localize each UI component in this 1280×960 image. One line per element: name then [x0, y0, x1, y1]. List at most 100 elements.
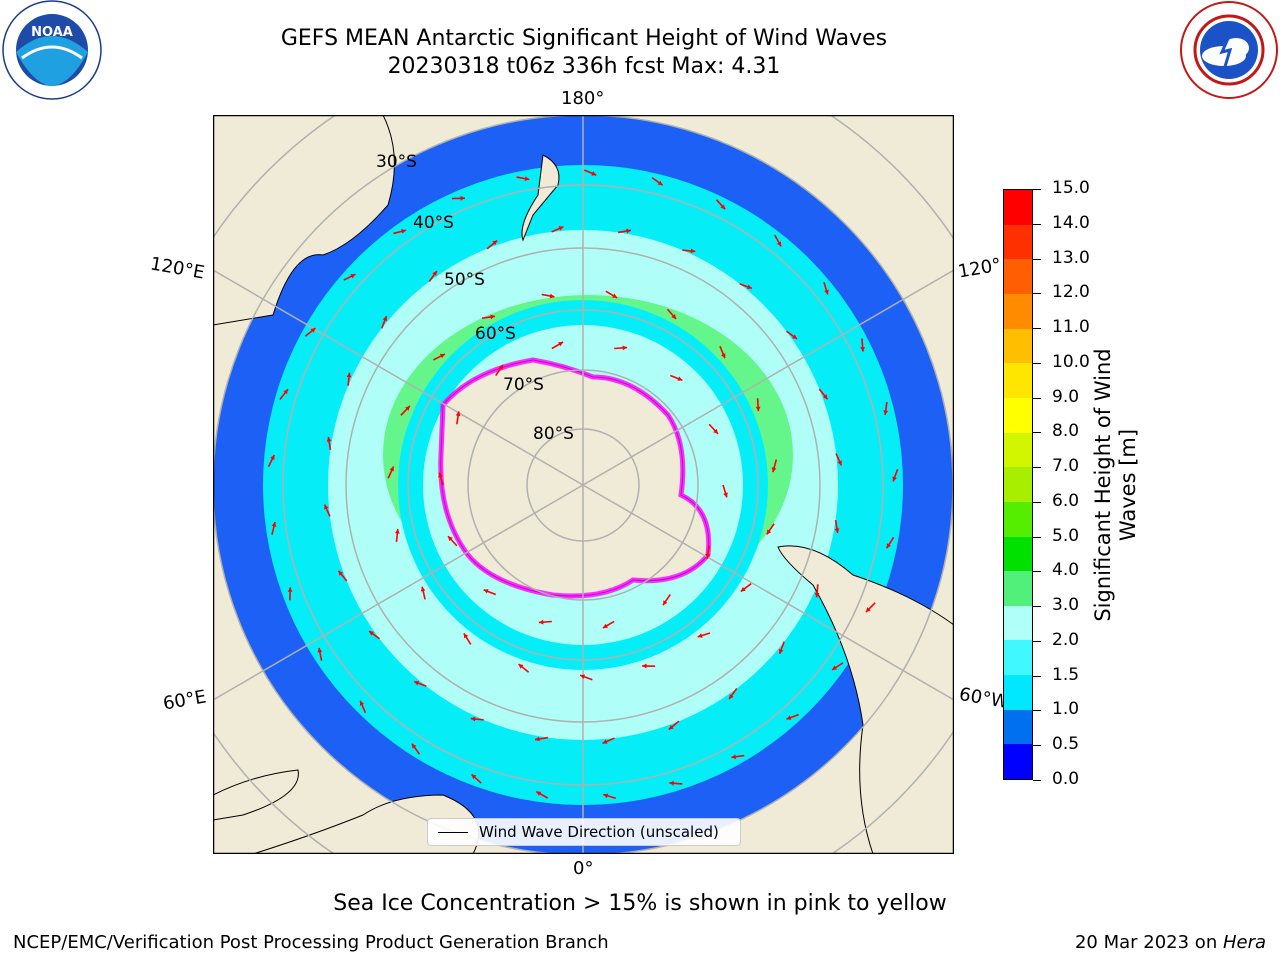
- colorbar-label: Significant Height of Wind Waves [m]: [1091, 348, 1140, 622]
- chart-subtitle: 20230318 t06z 336h fcst Max: 4.31: [387, 54, 781, 79]
- wind-arrow-head: [535, 736, 540, 742]
- colorbar-tick-label: 3.0: [1052, 595, 1080, 616]
- colorbar-segment: [1004, 709, 1032, 745]
- wind-arrow-head: [317, 647, 323, 653]
- wind-arrow-head: [603, 793, 609, 799]
- colorbar-tick-label: 10.0: [1052, 351, 1090, 372]
- wind-arrow-head: [755, 406, 761, 412]
- colorbar-tick-label: 12.0: [1052, 282, 1090, 303]
- wind-arrow-head: [776, 241, 782, 247]
- colorbar-tick-mark: [1033, 780, 1041, 781]
- sea-ice-edge: [438, 357, 712, 599]
- madagascar: [213, 769, 299, 821]
- noaa-logo: NOAA: [2, 0, 102, 100]
- colorbar-tick-mark: [1033, 710, 1041, 712]
- wind-arrow-head: [668, 724, 674, 730]
- wind-arrow-head: [720, 204, 726, 210]
- wind-arrow-head: [713, 428, 718, 434]
- wind-arrow-head: [697, 633, 703, 638]
- wind-arrow-head: [382, 316, 388, 322]
- colorbar-tick-label: 13.0: [1052, 247, 1090, 268]
- footer-credit: NCEP/EMC/Verification Post Processing Pr…: [13, 932, 609, 953]
- colorbar-segment: [1004, 536, 1032, 572]
- wind-arrow-head: [746, 284, 752, 290]
- wind-arrow-head: [492, 240, 498, 246]
- colorbar-segment: [1004, 190, 1032, 225]
- colorbar-tick-mark: [1033, 640, 1041, 642]
- colorbar-tick-mark: [1033, 328, 1041, 330]
- wind-arrow-head: [580, 674, 586, 680]
- wind-arrow-head: [740, 586, 746, 592]
- wind-arrow-head: [832, 665, 838, 670]
- wind-arrow-head: [448, 536, 453, 542]
- colorbar-segment: [1004, 675, 1032, 710]
- lat-label-60s: 60°S: [475, 324, 516, 344]
- wind-arrow-head: [771, 467, 777, 473]
- wind-arrow-head: [642, 663, 647, 669]
- lat-label-30s: 30°S: [376, 152, 417, 172]
- map-legend: Wind Wave Direction (unscaled): [427, 818, 741, 846]
- wind-arrow-head: [471, 774, 477, 780]
- colorbar-tick-label: 7.0: [1052, 456, 1080, 477]
- noaa-logo-text: NOAA: [31, 25, 73, 40]
- lat-label-80s: 80°S: [533, 424, 574, 444]
- colorbar-segment: [1004, 501, 1032, 537]
- footer-date-text: 20 Mar 2023 on: [1074, 932, 1223, 953]
- wind-arrow-head: [786, 715, 792, 720]
- wind-arrow-head: [271, 522, 277, 527]
- wind-arrow-head: [792, 334, 797, 339]
- wind-arrow-head: [483, 589, 489, 594]
- wind-arrow-head: [369, 631, 374, 636]
- wind-arrow-head: [834, 528, 840, 533]
- colorbar-tick-label: 0.0: [1052, 769, 1080, 789]
- wind-arrow-head: [518, 664, 524, 669]
- wind-arrow-head: [439, 353, 445, 359]
- new-zealand: [521, 154, 560, 242]
- chart-title: GEFS MEAN Antarctic Significant Height o…: [280, 26, 888, 51]
- lon-label-180: 180°: [561, 88, 605, 109]
- wind-arrow-head: [420, 586, 426, 592]
- colorbar-segment: [1004, 328, 1032, 364]
- colorbar-segment: [1004, 224, 1032, 260]
- lon-label-60e: 60°E: [161, 686, 208, 715]
- footer-date: 20 Mar 2023 on Hera: [1075, 932, 1266, 953]
- wind-arrow-head: [324, 504, 329, 510]
- legend-label: Wind Wave Direction (unscaled): [479, 823, 719, 841]
- colorbar-tick-mark: [1033, 501, 1041, 503]
- australia: [213, 115, 395, 326]
- colorbar-tick-label: 6.0: [1052, 490, 1080, 511]
- colorbar-tick-mark: [1033, 362, 1041, 364]
- footer-host: Hera: [1222, 932, 1266, 953]
- lon-label-120e: 120°E: [148, 253, 207, 284]
- wind-arrow-head: [778, 648, 784, 654]
- wind-arrow-head: [405, 405, 410, 411]
- colorbar-tick-mark: [1033, 397, 1041, 399]
- wind-arrow-head: [865, 607, 871, 613]
- wind-arrow-head: [883, 410, 889, 415]
- wind-arrow-head: [558, 226, 564, 231]
- longitude-grid: [213, 115, 954, 854]
- wind-arrow-head: [287, 587, 293, 592]
- wind-arrow-head: [766, 529, 772, 535]
- wind-arrow-head: [602, 623, 608, 628]
- wind-arrow-head: [729, 694, 734, 699]
- colorbar-tick-mark: [1033, 293, 1041, 295]
- wind-arrow-head: [438, 472, 443, 478]
- colorbar-tick-label: 11.0: [1052, 317, 1090, 338]
- wind-arrow-head: [814, 592, 820, 598]
- wind-arrow-head: [558, 342, 564, 347]
- colorbar-tick-label: 15.0: [1052, 178, 1090, 198]
- nws-logo: [1180, 1, 1278, 99]
- wind-arrow-head: [283, 389, 288, 395]
- wind-arrow-head: [411, 743, 417, 749]
- wind-arrow-head: [490, 314, 495, 320]
- colorbar-segment: [1004, 467, 1032, 502]
- colorbar-tick-label: 2.0: [1052, 629, 1080, 650]
- colorbar-tick-label: 0.5: [1052, 734, 1080, 755]
- colorbar-tick-label: 4.0: [1052, 560, 1080, 581]
- wind-arrow-head: [338, 570, 344, 576]
- lon-label-0: 0°: [573, 858, 594, 879]
- wind-arrow-head: [460, 195, 465, 201]
- colorbar-tick-mark: [1033, 571, 1041, 573]
- wind-arrow-head: [860, 346, 866, 352]
